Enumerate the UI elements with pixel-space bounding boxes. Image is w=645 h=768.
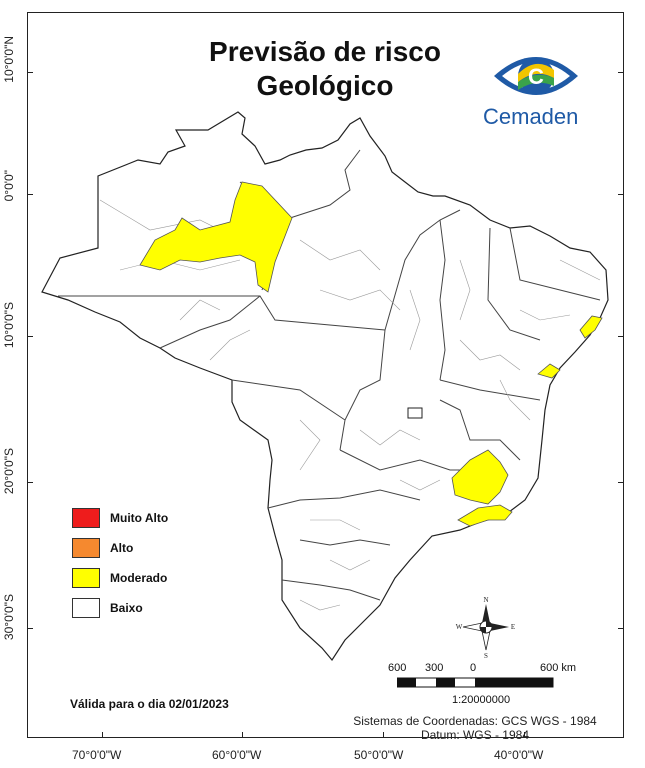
moderado-region-rio xyxy=(457,504,513,527)
legend-label: Baixo xyxy=(110,601,143,615)
scale-bar xyxy=(397,677,554,688)
cemaden-eye-logo: C xyxy=(494,57,578,95)
lat-tick xyxy=(27,72,33,73)
distrito-federal xyxy=(407,407,423,419)
lat-tick xyxy=(27,336,33,337)
lat-tick xyxy=(27,628,33,629)
lat-tick xyxy=(27,482,33,483)
lon-tick xyxy=(242,732,243,738)
scale-label-600km: 600 km xyxy=(540,662,577,674)
mesoregion-borders xyxy=(99,199,601,611)
lon-tick xyxy=(383,732,384,738)
lon-tick xyxy=(524,732,525,738)
lon-tick xyxy=(102,732,103,738)
map-title-line2: Geológico xyxy=(256,70,394,101)
legend-label: Alto xyxy=(110,541,134,555)
legend-item-muito-alto: Muito Alto xyxy=(72,508,168,528)
lon-label-50w: 50°0'0"W xyxy=(354,748,404,762)
legend-swatch-yellow xyxy=(72,568,100,588)
scale-label-600: 600 xyxy=(388,662,407,674)
lat-tick xyxy=(618,628,624,629)
datum: Datum: WGS - 1984 xyxy=(420,728,530,742)
scale-ratio: 1:20000000 xyxy=(452,694,511,706)
compass-e: E xyxy=(511,623,515,631)
state-borders xyxy=(58,149,601,601)
coordinate-system: Sistemas de Coordenadas: GCS WGS - 1984 xyxy=(353,714,597,728)
legend-label: Moderado xyxy=(110,571,168,585)
legend-item-alto: Alto xyxy=(72,538,133,558)
compass-n: N xyxy=(483,596,488,604)
compass-w: W xyxy=(456,623,463,631)
legend-item-moderado: Moderado xyxy=(72,568,167,588)
moderado-region-bahia xyxy=(537,363,561,379)
legend-swatch-white xyxy=(72,598,100,618)
scale-label-300: 300 xyxy=(425,662,444,674)
moderado-region-amazonas xyxy=(139,181,293,293)
lat-tick xyxy=(618,482,624,483)
moderado-regions xyxy=(139,181,603,527)
compass-s: S xyxy=(484,652,488,658)
map-title-line1: Previsão de risco xyxy=(209,36,441,67)
lat-tick xyxy=(618,336,624,337)
cemaden-logo-text: Cemaden xyxy=(483,104,579,129)
legend-swatch-red xyxy=(72,508,100,528)
valid-date: Válida para o dia 02/01/2023 xyxy=(70,697,229,711)
legend-item-baixo: Baixo xyxy=(72,598,143,618)
legend-swatch-orange xyxy=(72,538,100,558)
moderado-region-minas xyxy=(451,449,509,505)
scale-label-0: 0 xyxy=(470,662,477,674)
north-arrow-icon: N S E W xyxy=(456,596,515,658)
svg-text:C: C xyxy=(528,64,544,89)
legend-label: Muito Alto xyxy=(110,511,169,525)
lon-label-40w: 40°0'0"W xyxy=(494,748,544,762)
moderado-region-alagoas xyxy=(579,315,603,339)
lat-tick xyxy=(618,72,624,73)
lon-label-60w: 60°0'0"W xyxy=(212,748,262,762)
lat-tick xyxy=(618,194,624,195)
lon-label-70w: 70°0'0"W xyxy=(72,748,122,762)
lat-tick xyxy=(27,194,33,195)
